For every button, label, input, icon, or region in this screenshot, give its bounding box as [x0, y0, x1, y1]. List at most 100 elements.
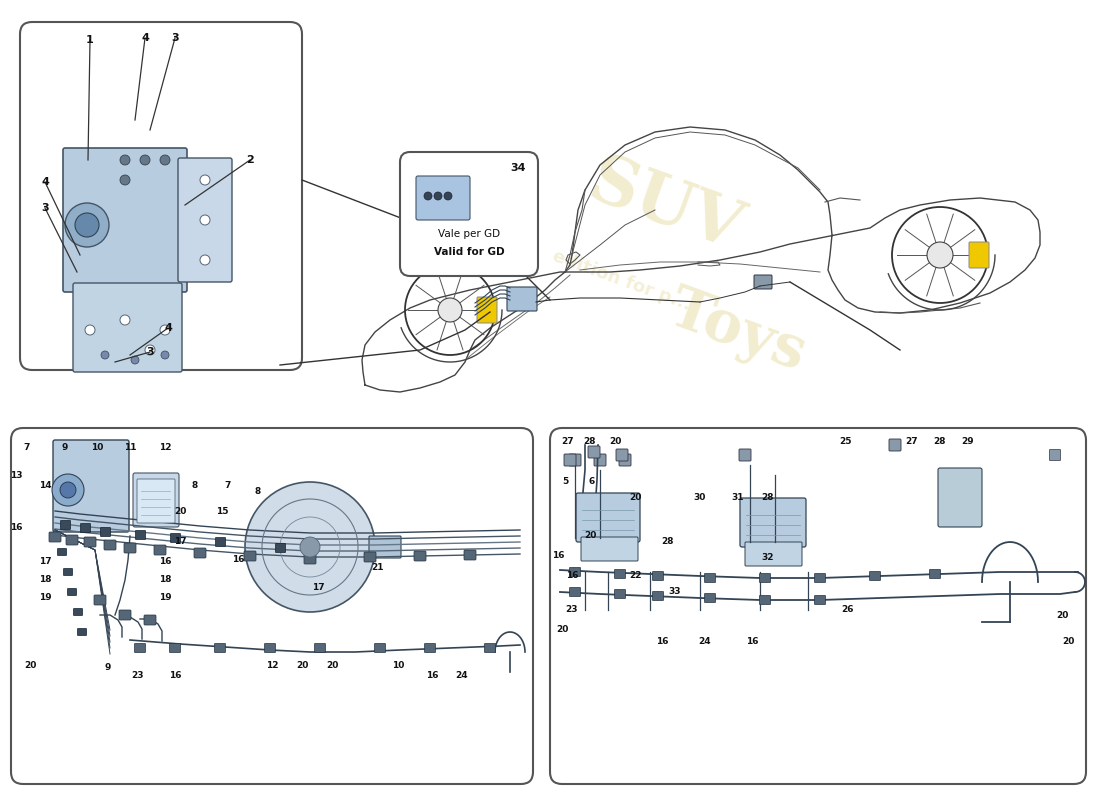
FancyBboxPatch shape: [889, 439, 901, 451]
FancyBboxPatch shape: [814, 595, 825, 605]
Text: 33: 33: [669, 587, 681, 597]
FancyBboxPatch shape: [1049, 450, 1060, 461]
FancyBboxPatch shape: [77, 629, 87, 635]
Circle shape: [131, 356, 139, 364]
Text: 20: 20: [24, 661, 36, 670]
Text: Vale per GD: Vale per GD: [438, 229, 500, 239]
Text: 4: 4: [141, 33, 149, 43]
FancyBboxPatch shape: [214, 643, 225, 653]
FancyBboxPatch shape: [740, 498, 806, 547]
Text: 23: 23: [565, 606, 579, 614]
FancyBboxPatch shape: [53, 440, 129, 532]
FancyBboxPatch shape: [57, 549, 66, 555]
FancyBboxPatch shape: [594, 454, 606, 466]
FancyBboxPatch shape: [745, 542, 802, 566]
Text: 20: 20: [608, 438, 622, 446]
FancyBboxPatch shape: [570, 567, 581, 577]
Text: 20: 20: [1062, 638, 1075, 646]
Circle shape: [145, 345, 155, 355]
Text: 31: 31: [732, 494, 745, 502]
Text: 32: 32: [761, 554, 774, 562]
Text: 3: 3: [41, 203, 48, 213]
FancyBboxPatch shape: [754, 275, 772, 289]
Text: 16: 16: [565, 570, 579, 579]
FancyBboxPatch shape: [569, 454, 581, 466]
FancyBboxPatch shape: [63, 148, 187, 292]
Circle shape: [300, 537, 320, 557]
Text: 16: 16: [656, 638, 669, 646]
FancyBboxPatch shape: [930, 570, 940, 578]
FancyBboxPatch shape: [194, 548, 206, 558]
FancyBboxPatch shape: [84, 537, 96, 547]
Text: 20: 20: [556, 626, 569, 634]
FancyBboxPatch shape: [619, 454, 631, 466]
FancyBboxPatch shape: [704, 574, 715, 582]
Circle shape: [200, 175, 210, 185]
Text: 20: 20: [1056, 610, 1068, 619]
Text: 3: 3: [172, 33, 179, 43]
Circle shape: [65, 203, 109, 247]
Circle shape: [120, 315, 130, 325]
Text: 12: 12: [158, 443, 172, 453]
FancyBboxPatch shape: [119, 610, 131, 620]
Text: 7: 7: [224, 481, 231, 490]
Text: 16: 16: [746, 638, 758, 646]
Text: 17: 17: [311, 583, 324, 593]
Text: 23: 23: [132, 670, 144, 679]
FancyBboxPatch shape: [216, 538, 225, 546]
FancyBboxPatch shape: [20, 22, 302, 370]
Text: 1: 1: [86, 35, 94, 45]
Text: 10: 10: [91, 443, 103, 453]
Circle shape: [120, 155, 130, 165]
FancyBboxPatch shape: [550, 428, 1086, 784]
Text: 10: 10: [392, 661, 404, 670]
FancyBboxPatch shape: [64, 569, 73, 575]
FancyBboxPatch shape: [364, 552, 376, 562]
Text: 19: 19: [158, 594, 172, 602]
Text: 16: 16: [158, 558, 172, 566]
Text: 27: 27: [562, 438, 574, 446]
FancyBboxPatch shape: [134, 643, 145, 653]
FancyBboxPatch shape: [144, 615, 156, 625]
FancyBboxPatch shape: [416, 176, 470, 220]
Text: 22: 22: [629, 570, 641, 579]
Text: 28: 28: [584, 438, 596, 446]
Text: 29: 29: [961, 438, 975, 446]
Circle shape: [160, 325, 170, 335]
FancyBboxPatch shape: [759, 574, 770, 582]
Text: 28: 28: [761, 494, 774, 502]
Text: 9: 9: [62, 443, 68, 453]
Text: 21: 21: [372, 563, 384, 573]
Text: Toys: Toys: [660, 282, 813, 383]
Text: 24: 24: [455, 670, 469, 679]
FancyBboxPatch shape: [414, 551, 426, 561]
Circle shape: [52, 474, 84, 506]
Text: 4: 4: [41, 177, 48, 187]
FancyBboxPatch shape: [244, 551, 256, 561]
FancyBboxPatch shape: [100, 527, 110, 537]
FancyBboxPatch shape: [104, 540, 116, 550]
Text: 27: 27: [905, 438, 918, 446]
Text: 2: 2: [246, 155, 254, 165]
Text: 25: 25: [838, 438, 851, 446]
Text: 16: 16: [426, 670, 438, 679]
FancyBboxPatch shape: [814, 574, 825, 582]
Text: Valid for GD: Valid for GD: [433, 247, 504, 257]
Text: 24: 24: [698, 638, 712, 646]
Text: 16: 16: [552, 550, 564, 559]
FancyBboxPatch shape: [616, 449, 628, 461]
Circle shape: [200, 215, 210, 225]
FancyBboxPatch shape: [73, 283, 182, 372]
Text: 26: 26: [842, 606, 855, 614]
FancyBboxPatch shape: [615, 590, 626, 598]
Circle shape: [60, 482, 76, 498]
Text: 20: 20: [326, 661, 338, 670]
FancyBboxPatch shape: [154, 545, 166, 555]
Circle shape: [160, 155, 170, 165]
FancyBboxPatch shape: [124, 543, 136, 553]
Text: 28: 28: [662, 538, 674, 546]
FancyBboxPatch shape: [969, 242, 989, 268]
Text: 8: 8: [191, 481, 198, 490]
Text: 20: 20: [629, 494, 641, 502]
FancyBboxPatch shape: [170, 534, 180, 542]
